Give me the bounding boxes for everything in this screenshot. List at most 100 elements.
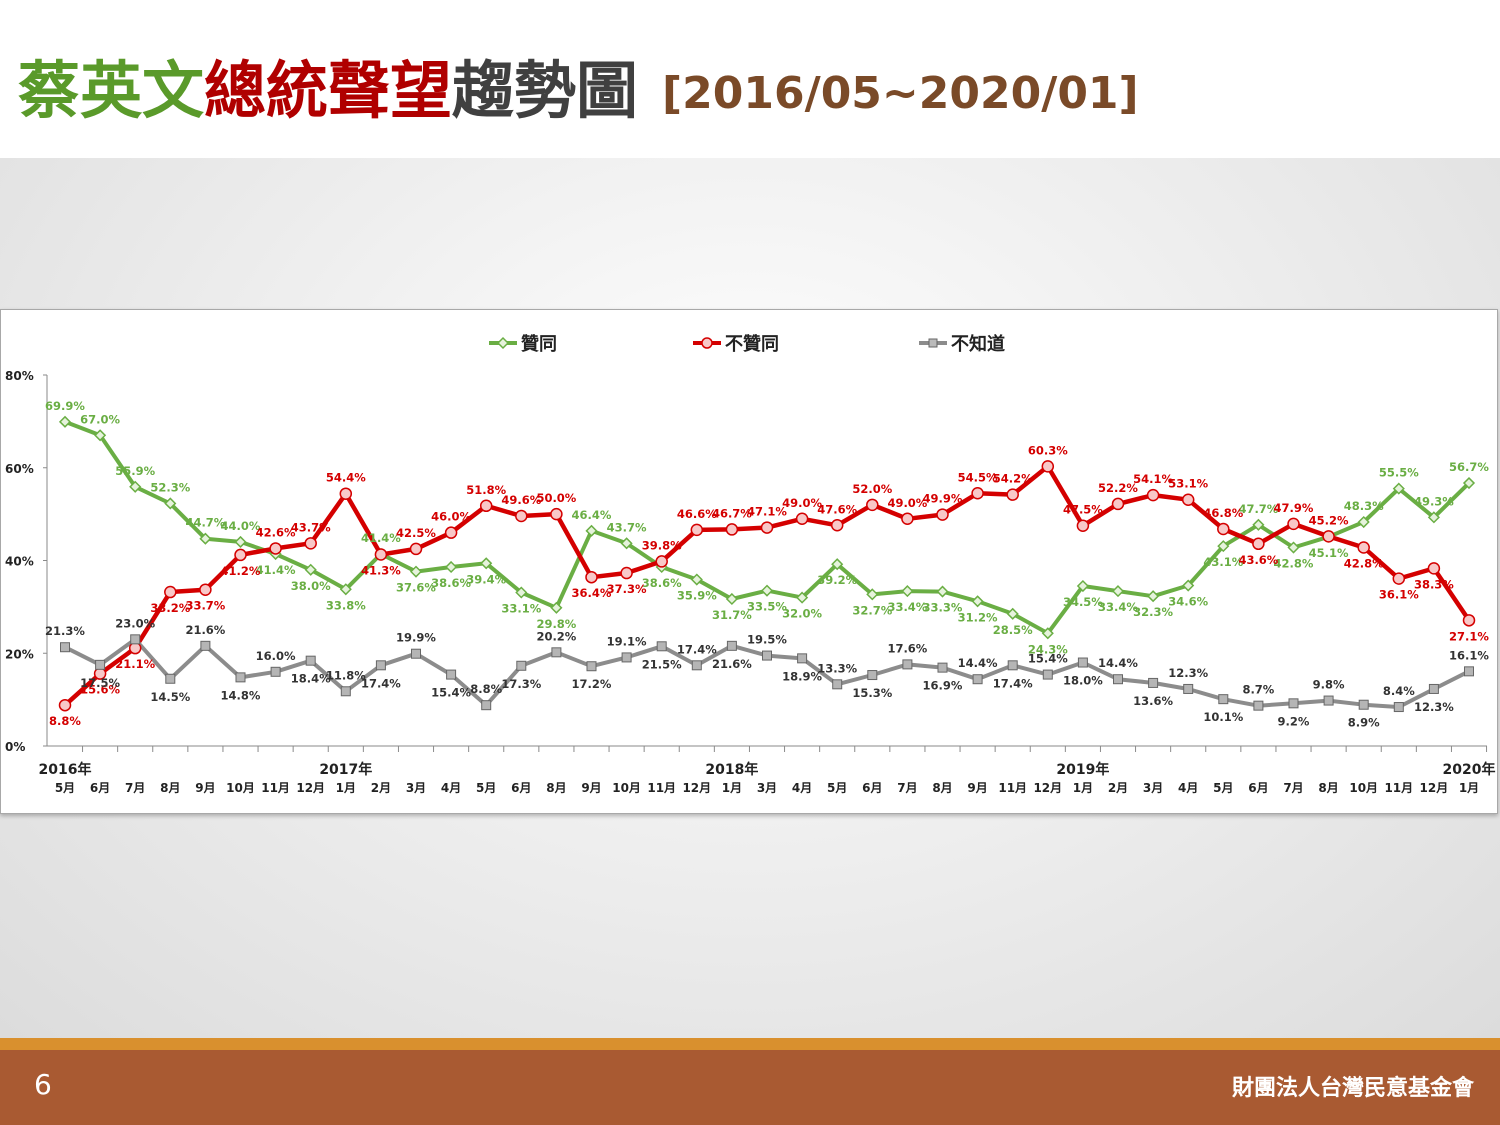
data-label: 43.7% [291,520,331,534]
unknown-point [656,641,667,652]
approve-point [304,563,317,576]
approve-point [1006,607,1019,620]
data-label: 43.6% [1238,553,1278,567]
data-label: 52.3% [150,480,190,494]
disapprove-point [1076,519,1090,532]
data-label: 35.9% [677,589,717,603]
data-label: 33.5% [747,600,787,614]
unknown-point [1288,698,1299,709]
unknown-point [1042,669,1053,680]
data-label: 13.6% [1133,694,1173,708]
data-label: 8.4% [1383,684,1415,698]
data-label: 20.2% [536,629,576,643]
month-label: 3月 [757,781,777,795]
data-label: 27.1% [1449,629,1489,643]
unknown-point [551,647,562,658]
data-label: 17.4% [361,676,401,690]
y-tick-label: 0% [5,740,25,754]
data-label: 21.1% [115,657,155,671]
data-label: 33.7% [185,599,225,613]
data-label: 23.0% [115,616,155,630]
year-label: 2016年 [39,761,92,778]
data-label: 47.9% [1274,501,1314,515]
unknown-point [1358,699,1369,710]
disapprove-point [620,566,633,580]
data-label: 12.3% [1168,666,1208,680]
data-label: 17.2% [572,677,612,691]
month-label: 10月 [226,781,255,795]
approve-point [690,573,703,586]
legend-label: 不贊同 [725,333,779,355]
data-label: 16.1% [1449,648,1489,662]
data-label: 31.2% [958,610,998,624]
approve-point [445,560,458,574]
unknown-point [130,634,141,645]
unknown-point [762,650,772,661]
month-label: 4月 [792,781,812,795]
data-label: 67.0% [80,412,120,426]
disapprove-point [1217,522,1230,536]
y-tick-label: 80% [5,369,34,383]
data-label: 49.0% [782,496,822,510]
unknown-point [1183,683,1194,694]
legend-label: 不知道 [951,333,1005,355]
data-label: 47.1% [747,505,787,519]
data-label: 14.4% [1098,656,1138,670]
data-label: 54.4% [326,471,366,485]
approve-point [936,585,949,598]
data-label: 43.1% [1203,555,1243,569]
disapprove-point [936,508,949,521]
disapprove-point [409,542,423,556]
data-label: 46.0% [431,510,471,524]
data-label: 18.4% [291,672,331,686]
title-name: 蔡英文 [18,54,205,127]
approve-point [725,592,738,606]
data-label: 41.4% [256,563,296,577]
month-label: 8月 [546,781,566,795]
data-label: 49.0% [887,496,927,510]
month-label: 10月 [612,781,641,795]
month-label: 9月 [195,781,215,795]
data-label: 18.0% [1063,674,1103,688]
unknown-point [1323,695,1334,706]
data-label: 15.3% [852,686,892,700]
data-label: 28.5% [993,623,1033,637]
unknown-point [60,642,70,653]
disapprove-point [901,512,914,526]
approve-point [866,588,879,601]
data-label: 8.7% [1242,683,1274,697]
approve-point [1357,515,1370,529]
data-label: 19.5% [747,633,787,647]
approve-point [480,557,493,570]
data-label: 38.6% [642,576,682,590]
disapprove-point [1252,537,1265,551]
month-label: 3月 [406,781,426,795]
data-label: 21.3% [45,624,85,638]
data-label: 21.6% [712,657,752,671]
unknown-point [446,669,457,680]
unknown-point [867,670,878,681]
data-label: 31.7% [712,608,752,622]
data-label: 42.6% [256,525,296,539]
month-label: 9月 [581,781,601,795]
data-label: 44.0% [221,519,261,533]
data-label: 54.2% [993,472,1033,486]
approve-point [550,601,563,614]
data-label: 39.8% [642,538,682,552]
month-label: 7月 [897,781,917,795]
disapprove-point [866,498,879,512]
y-tick-label: 40% [5,555,34,569]
disapprove-point [725,523,739,536]
disapprove-point [58,698,72,712]
unknown-point [95,659,106,670]
approve-point [1076,579,1089,593]
approve-point [901,585,914,598]
month-label: 6月 [90,781,110,795]
approve-point [164,497,177,510]
month-label: 7月 [1283,781,1303,795]
y-tick-label: 60% [5,462,34,476]
page-title: 蔡英文總統聲望趨勢圖 [2016/05~2020/01] [18,40,1139,130]
data-label: 19.1% [607,634,647,648]
unknown-point [586,661,597,672]
data-label: 10.1% [1203,710,1243,724]
